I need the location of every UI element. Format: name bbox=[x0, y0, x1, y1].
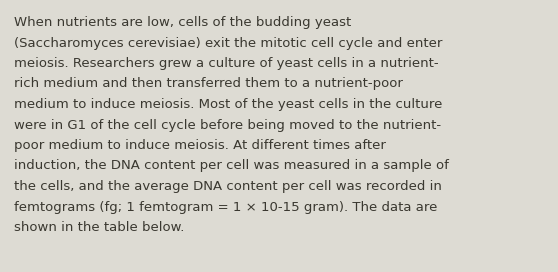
Text: poor medium to induce meiosis. At different times after: poor medium to induce meiosis. At differ… bbox=[14, 139, 386, 152]
Text: the cells, and the average DNA content per cell was recorded in: the cells, and the average DNA content p… bbox=[14, 180, 442, 193]
Text: rich medium and then transferred them to a nutrient-poor: rich medium and then transferred them to… bbox=[14, 78, 403, 91]
Text: femtograms (fg; 1 femtogram = 1 × 10-15 gram). The data are: femtograms (fg; 1 femtogram = 1 × 10-15 … bbox=[14, 200, 437, 214]
Text: When nutrients are low, cells of the budding yeast: When nutrients are low, cells of the bud… bbox=[14, 16, 351, 29]
Text: were in G1 of the cell cycle before being moved to the nutrient-: were in G1 of the cell cycle before bein… bbox=[14, 119, 441, 131]
Text: induction, the DNA content per cell was measured in a sample of: induction, the DNA content per cell was … bbox=[14, 159, 449, 172]
Text: meiosis. Researchers grew a culture of yeast cells in a nutrient-: meiosis. Researchers grew a culture of y… bbox=[14, 57, 439, 70]
Text: (Saccharomyces cerevisiae) exit the mitotic cell cycle and enter: (Saccharomyces cerevisiae) exit the mito… bbox=[14, 36, 442, 50]
Text: medium to induce meiosis. Most of the yeast cells in the culture: medium to induce meiosis. Most of the ye… bbox=[14, 98, 442, 111]
Text: shown in the table below.: shown in the table below. bbox=[14, 221, 184, 234]
